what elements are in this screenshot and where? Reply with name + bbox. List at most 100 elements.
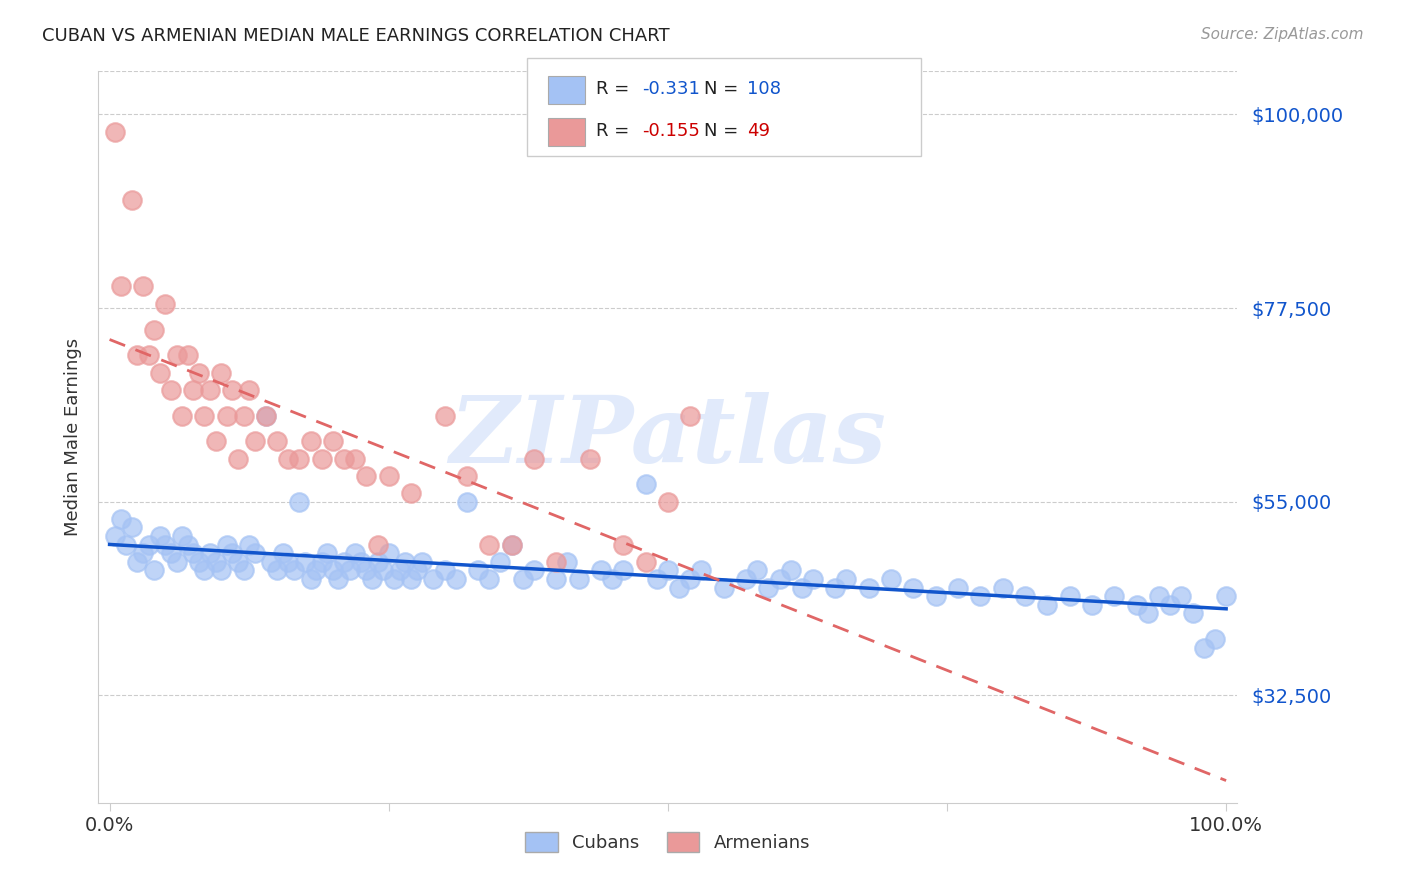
Cubans [801,572,824,586]
Armenians [209,366,232,380]
Armenians [193,409,215,423]
Cubans [350,555,373,569]
Cubans [399,572,422,586]
Cubans [177,538,200,552]
Armenians [399,486,422,500]
Cubans [411,555,433,569]
Armenians [266,434,288,449]
Cubans [198,546,221,560]
Cubans [600,572,623,586]
Armenians [155,296,177,310]
Cubans [768,572,790,586]
Armenians [215,409,238,423]
Cubans [187,555,209,569]
Armenians [226,451,249,466]
Cubans [204,555,226,569]
Cubans [183,546,205,560]
Cubans [299,572,322,586]
Text: CUBAN VS ARMENIAN MEDIAN MALE EARNINGS CORRELATION CHART: CUBAN VS ARMENIAN MEDIAN MALE EARNINGS C… [42,27,669,45]
Cubans [356,564,378,578]
Cubans [221,546,243,560]
Armenians [523,451,546,466]
Cubans [422,572,444,586]
Armenians [612,538,634,552]
Cubans [657,564,679,578]
Cubans [143,564,166,578]
Cubans [271,546,294,560]
Armenians [679,409,702,423]
Cubans [456,494,478,508]
Armenians [232,409,254,423]
Text: Source: ZipAtlas.com: Source: ZipAtlas.com [1201,27,1364,42]
Cubans [288,494,311,508]
Cubans [1147,589,1170,603]
Cubans [1170,589,1192,603]
Armenians [634,555,657,569]
Cubans [149,529,172,543]
Armenians [546,555,568,569]
Armenians [110,279,132,293]
Cubans [328,572,350,586]
Cubans [382,572,405,586]
Armenians [367,538,389,552]
Armenians [344,451,367,466]
Cubans [361,572,384,586]
Cubans [405,564,427,578]
Cubans [634,477,657,491]
Cubans [790,581,813,595]
Armenians [322,434,344,449]
Armenians [356,468,378,483]
Armenians [187,366,209,380]
Text: ZIPatlas: ZIPatlas [450,392,886,482]
Text: -0.155: -0.155 [643,122,700,140]
Cubans [232,564,254,578]
Cubans [294,555,316,569]
Text: N =: N = [704,80,744,98]
Legend: Cubans, Armenians: Cubans, Armenians [519,824,817,860]
Armenians [578,451,600,466]
Armenians [501,538,523,552]
Cubans [679,572,702,586]
Cubans [489,555,512,569]
Armenians [277,451,299,466]
Armenians [166,348,188,362]
Cubans [546,572,568,586]
Armenians [127,348,149,362]
Cubans [277,555,299,569]
Cubans [238,538,260,552]
Cubans [305,564,328,578]
Cubans [612,564,634,578]
Text: -0.331: -0.331 [643,80,700,98]
Cubans [1181,607,1204,621]
Cubans [172,529,194,543]
Cubans [260,555,283,569]
Cubans [1159,598,1181,612]
Cubans [747,564,769,578]
Armenians [254,409,277,423]
Cubans [283,564,305,578]
Cubans [467,564,489,578]
Armenians [143,322,166,336]
Cubans [1126,598,1149,612]
Cubans [209,564,232,578]
Cubans [1081,598,1104,612]
Armenians [104,125,127,139]
Cubans [835,572,858,586]
Text: 108: 108 [747,80,780,98]
Cubans [1215,589,1237,603]
Cubans [104,529,127,543]
Cubans [512,572,534,586]
Cubans [311,555,333,569]
Cubans [160,546,183,560]
Cubans [735,572,758,586]
Cubans [946,581,969,595]
Cubans [690,564,713,578]
Armenians [657,494,679,508]
Text: N =: N = [704,122,744,140]
Cubans [333,555,356,569]
Armenians [221,383,243,397]
Cubans [254,409,277,423]
Armenians [456,468,478,483]
Text: R =: R = [596,122,636,140]
Armenians [478,538,501,552]
